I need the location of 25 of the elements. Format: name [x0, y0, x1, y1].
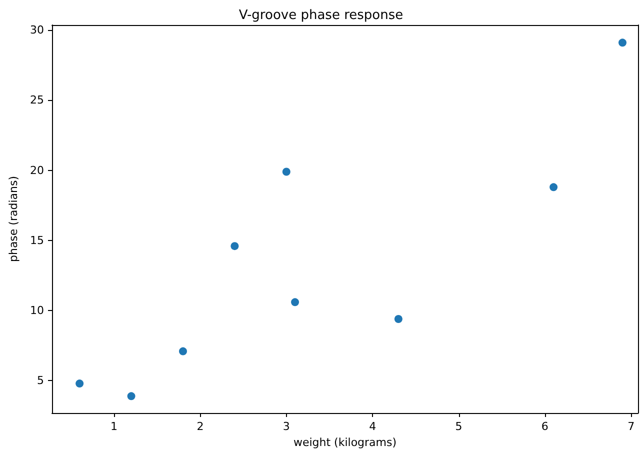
x-tick-label: 5 — [455, 420, 462, 433]
y-tick-label: 25 — [30, 94, 44, 107]
x-tick-label: 1 — [110, 420, 118, 433]
x-tick-label: 2 — [196, 420, 204, 433]
point — [282, 168, 290, 176]
x-tick-label: 4 — [369, 420, 376, 433]
x-tick-label: 6 — [541, 420, 548, 433]
x-axis-title: weight (kilograms) — [293, 436, 397, 449]
point — [230, 242, 239, 250]
y-tick-label: 5 — [37, 374, 44, 388]
y-tick-label: 20 — [30, 164, 44, 177]
chart-title: V-groove phase response — [238, 8, 404, 23]
point — [178, 347, 187, 356]
point — [127, 392, 136, 400]
y-tick-label: 30 — [30, 24, 44, 37]
y-tick-label: 15 — [30, 234, 44, 247]
y-tick-label: 10 — [30, 304, 44, 318]
x-tick-label: 3 — [282, 420, 290, 433]
point — [550, 183, 558, 192]
point — [618, 38, 626, 47]
point — [394, 315, 402, 324]
point — [76, 380, 84, 388]
y-axis-title: phase (radians) — [7, 176, 20, 262]
x-tick-label: 7 — [628, 420, 635, 433]
point — [291, 298, 300, 306]
